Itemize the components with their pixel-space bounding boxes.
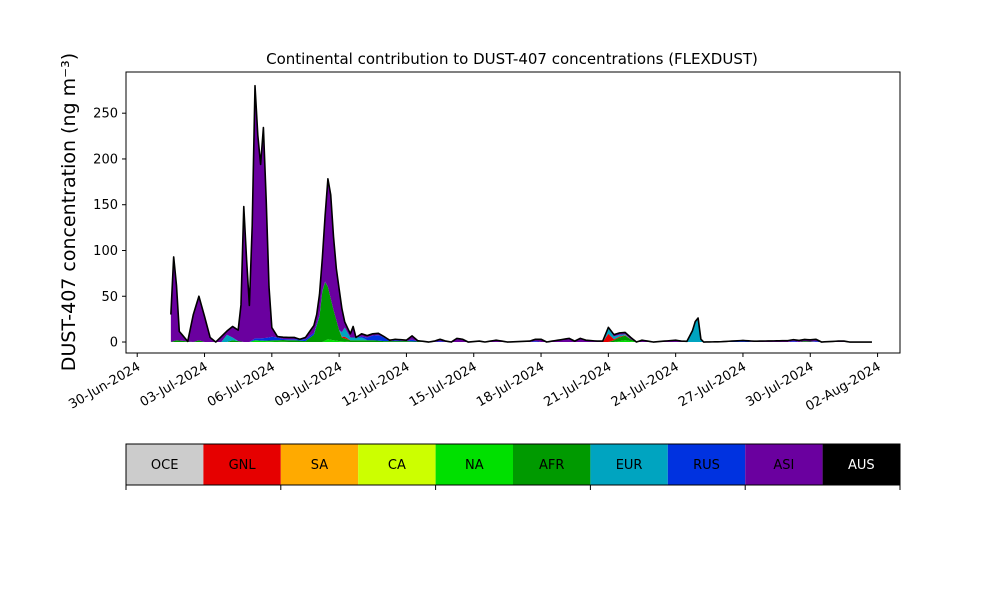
- y-tick-label: 250: [93, 107, 118, 122]
- legend-label-eur: EUR: [616, 458, 643, 473]
- legend-frame: [125, 443, 901, 486]
- x-tick-label: 27-Jul-2024: [676, 359, 749, 410]
- x-tick-label: 15-Jul-2024: [407, 359, 480, 410]
- legend-swatch-ca: [358, 444, 436, 485]
- x-tick-label: 03-Jul-2024: [138, 359, 211, 410]
- plot-area: 05010015020025030-Jun-202403-Jul-202406-…: [66, 71, 901, 415]
- legend-swatch-na: [435, 444, 513, 485]
- chart-title: Continental contribution to DUST-407 con…: [266, 50, 758, 68]
- legend-label-na: NA: [465, 458, 484, 473]
- legend-label-asi: ASI: [773, 458, 794, 473]
- legend-swatch-gnl: [203, 444, 281, 485]
- legend-label-ca: CA: [388, 458, 406, 473]
- legend-swatch-afr: [513, 444, 591, 485]
- y-tick-label: 150: [93, 198, 118, 213]
- legend-label-afr: AFR: [539, 458, 564, 473]
- y-tick-label: 50: [101, 290, 118, 305]
- x-tick-label: 24-Jul-2024: [609, 359, 682, 410]
- series-area-asi: [170, 85, 872, 343]
- axes-frame: [125, 71, 901, 354]
- legend-label-rus: RUS: [693, 458, 720, 473]
- legend-label-sa: SA: [311, 458, 328, 473]
- series-area-eur: [170, 282, 872, 343]
- legend-label-oce: OCE: [151, 458, 179, 473]
- legend-label-gnl: GNL: [229, 458, 257, 473]
- y-tick-label: 0: [110, 336, 118, 351]
- legend-label-aus: AUS: [848, 458, 875, 473]
- x-tick-label: 12-Jul-2024: [340, 359, 413, 410]
- total-line: [170, 84, 872, 343]
- x-tick-label: 09-Jul-2024: [272, 359, 345, 410]
- y-tick-label: 200: [93, 152, 118, 167]
- y-axis-label: DUST-407 concentration (ng m⁻³): [58, 53, 80, 371]
- x-tick-label: 21-Jul-2024: [541, 359, 614, 410]
- legend-swatch-rus: [667, 444, 746, 485]
- legend-swatch-aus: [822, 444, 900, 485]
- legend-swatch-eur: [590, 444, 668, 485]
- legend-swatch-asi: [745, 444, 823, 485]
- legend-swatch-oce: [126, 444, 204, 485]
- legend-colorbar: OCE GNL SA CA NA AFR EUR RUS ASI AUS: [125, 443, 901, 490]
- legend-swatch-sa: [280, 444, 359, 485]
- y-tick-label: 100: [93, 244, 118, 259]
- x-tick-label: 06-Jul-2024: [205, 359, 278, 410]
- x-tick-label: 02-Aug-2024: [803, 359, 883, 414]
- x-tick-label: 18-Jul-2024: [474, 359, 547, 410]
